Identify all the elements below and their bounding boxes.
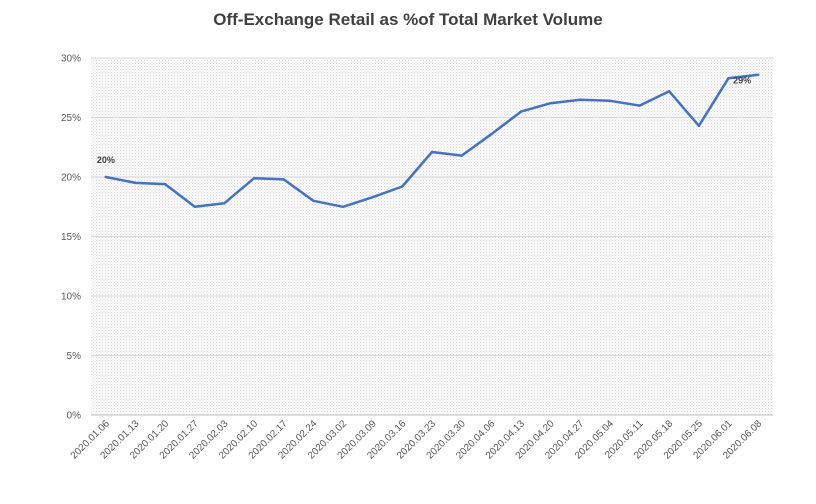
- data-point: [608, 99, 612, 103]
- data-point: [668, 90, 671, 93]
- y-tick-label: 15%: [61, 232, 81, 243]
- data-point: [756, 73, 760, 76]
- data-point: [579, 98, 582, 101]
- data-point: [341, 205, 345, 208]
- data-point: [519, 110, 523, 113]
- data-point: [223, 201, 226, 205]
- data-point: [401, 185, 404, 188]
- y-tick-label: 0%: [67, 411, 82, 422]
- chart-title: Off-Exchange Retail as %of Total Market …: [213, 10, 603, 29]
- data-point: [460, 154, 463, 157]
- data-point: [638, 104, 641, 107]
- data-label: 20%: [97, 155, 115, 165]
- data-label: 29%: [733, 76, 751, 86]
- data-point: [104, 175, 108, 179]
- data-point: [549, 102, 552, 105]
- data-point: [430, 150, 434, 154]
- y-tick-label: 10%: [61, 292, 81, 303]
- y-tick-label: 20%: [61, 173, 81, 184]
- data-point: [193, 205, 196, 208]
- data-point: [312, 199, 315, 202]
- data-point: [371, 196, 374, 199]
- data-point: [134, 181, 137, 185]
- data-point: [697, 124, 701, 128]
- y-tick-label: 5%: [67, 351, 82, 362]
- data-point: [163, 182, 167, 186]
- data-point: [282, 178, 285, 181]
- data-point: [490, 132, 493, 136]
- data-point: [252, 176, 256, 180]
- y-tick-label: 30%: [61, 54, 81, 65]
- y-tick-label: 25%: [61, 113, 81, 124]
- data-point: [727, 77, 730, 80]
